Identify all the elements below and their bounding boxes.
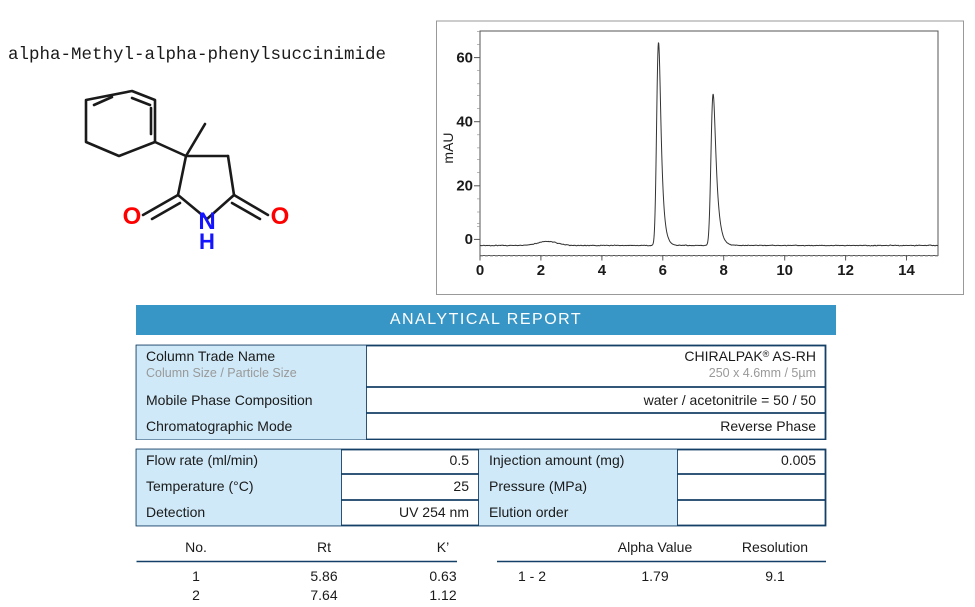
svg-text:No.: No.	[185, 539, 207, 555]
svg-text:0.63: 0.63	[429, 568, 456, 584]
svg-text:K’: K’	[437, 539, 449, 555]
svg-text:2: 2	[192, 587, 200, 603]
svg-text:7.64: 7.64	[310, 587, 337, 603]
svg-text:Rt: Rt	[317, 539, 331, 555]
svg-text:5.86: 5.86	[310, 568, 337, 584]
svg-text:1 - 2: 1 - 2	[518, 568, 546, 584]
svg-text:1.79: 1.79	[641, 568, 668, 584]
svg-text:1: 1	[192, 568, 200, 584]
svg-text:9.1: 9.1	[765, 568, 785, 584]
svg-text:1.12: 1.12	[429, 587, 456, 603]
svg-text:Resolution: Resolution	[742, 539, 808, 555]
svg-text:Alpha Value: Alpha Value	[618, 539, 693, 555]
